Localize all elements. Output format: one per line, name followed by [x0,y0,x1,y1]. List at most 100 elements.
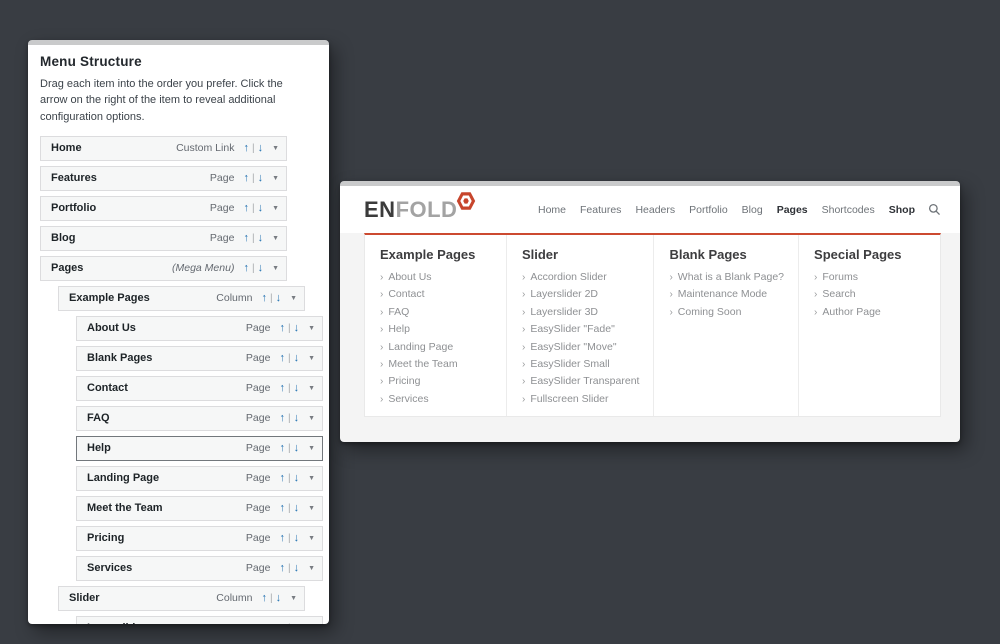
search-icon[interactable] [928,203,941,216]
move-down-icon[interactable]: ↓ [257,141,264,154]
chevron-down-icon[interactable]: ▼ [272,144,279,152]
move-up-icon[interactable]: ↑ [279,381,285,394]
move-down-icon[interactable]: ↓ [257,231,264,244]
mega-column-heading[interactable]: Slider [521,247,559,262]
move-down-icon[interactable]: ↓ [294,622,300,624]
menu-item-row[interactable]: FAQ Page ↑ | ↓ ▼ [76,405,323,431]
mega-column-heading[interactable]: Example Pages [380,247,476,262]
move-up-icon[interactable]: ↑ [279,411,285,424]
move-down-icon[interactable]: ↓ [293,471,300,484]
move-down-icon[interactable]: ↓ [293,531,300,544]
mega-menu-link[interactable]: › Search [814,286,926,303]
move-up-icon[interactable]: ↑ [243,261,249,274]
move-down-icon[interactable]: ↓ [257,261,264,274]
menu-item-row[interactable]: Contact Page ↑ | ↓ ▼ [76,375,323,401]
move-down-icon[interactable]: ↓ [257,171,264,184]
menu-item-row[interactable]: Blank Pages Page ↑ | ↓ ▼ [76,345,323,371]
chevron-down-icon[interactable]: ▼ [272,264,279,272]
nav-item-headers[interactable]: Headers [635,203,676,216]
mega-menu-link[interactable]: › Fullscreen Slider [522,391,639,408]
move-down-icon[interactable]: ↓ [293,411,300,424]
nav-item-blog[interactable]: Blog [741,203,763,216]
move-up-icon[interactable]: ↑ [279,622,285,624]
move-up-icon[interactable]: ↑ [243,201,249,214]
mega-menu-link[interactable]: › Landing Page [380,339,492,356]
chevron-down-icon[interactable]: ▼ [290,294,297,302]
nav-item-home[interactable]: Home [537,203,566,216]
mega-menu-link[interactable]: › What is a Blank Page? [669,269,784,286]
move-up-icon[interactable]: ↑ [261,291,267,304]
menu-item-row[interactable]: Pages (Mega Menu) ↑ | ↓ ▼ [40,255,287,281]
nav-item-pages[interactable]: Pages [776,203,808,216]
chevron-down-icon[interactable]: ▼ [308,384,315,392]
move-down-icon[interactable]: ↓ [257,201,264,214]
mega-menu-link[interactable]: › Help [380,321,492,338]
move-up-icon[interactable]: ↑ [279,531,285,544]
chevron-down-icon[interactable]: ▼ [308,534,315,542]
move-down-icon[interactable]: ↓ [275,591,282,604]
mega-menu-link[interactable]: › Layerslider 2D [522,286,639,303]
mega-column-heading[interactable]: Blank Pages [669,247,747,262]
mega-menu-link[interactable]: › Forums [814,269,926,286]
menu-item-row[interactable]: Example Pages Column ↑ | ↓ ▼ [58,285,305,311]
move-up-icon[interactable]: ↑ [243,171,249,184]
menu-item-row[interactable]: Portfolio Page ↑ | ↓ ▼ [40,195,287,221]
chevron-down-icon[interactable]: ▼ [272,234,279,242]
chevron-down-icon[interactable]: ▼ [308,474,315,482]
move-down-icon[interactable]: ↓ [293,351,300,364]
mega-menu-link[interactable]: › Pricing [380,373,492,390]
move-up-icon[interactable]: ↑ [279,321,285,334]
menu-item-row[interactable]: About Us Page ↑ | ↓ ▼ [76,315,323,341]
menu-item-row[interactable]: LayersliderPage↑|↓▼ [76,615,323,624]
mega-menu-link[interactable]: › Coming Soon [669,304,784,321]
mega-column-heading[interactable]: Special Pages [814,247,902,262]
mega-menu-link[interactable]: › Accordion Slider [522,269,639,286]
chevron-down-icon[interactable]: ▼ [308,564,315,572]
menu-item-row[interactable]: Landing Page Page ↑ | ↓ ▼ [76,465,323,491]
menu-item-row[interactable]: Meet the Team Page ↑ | ↓ ▼ [76,495,323,521]
mega-menu-link[interactable]: › Layerslider 3D [522,304,639,321]
menu-item-row[interactable]: Features Page ↑ | ↓ ▼ [40,165,287,191]
move-down-icon[interactable]: ↓ [293,441,300,454]
move-up-icon[interactable]: ↑ [279,471,285,484]
mega-menu-link[interactable]: › Maintenance Mode [669,286,784,303]
move-down-icon[interactable]: ↓ [293,321,300,334]
chevron-down-icon[interactable]: ▼ [290,594,297,602]
nav-item-portfolio[interactable]: Portfolio [689,203,728,216]
nav-item-shortcodes[interactable]: Shortcodes [821,203,875,216]
menu-item-row[interactable]: Slider Column ↑ | ↓ ▼ [58,585,305,611]
nav-item-features[interactable]: Features [580,203,622,216]
chevron-down-icon[interactable]: ▼ [308,324,315,332]
chevron-down-icon[interactable]: ▼ [308,444,315,452]
move-up-icon[interactable]: ↑ [279,441,285,454]
chevron-down-icon[interactable]: ▼ [308,354,315,362]
nav-item-shop[interactable]: Shop [888,203,915,216]
menu-item-row[interactable]: Home Custom Link ↑ | ↓ ▼ [40,135,287,161]
mega-menu-link[interactable]: › EasySlider "Fade" [522,321,639,338]
mega-menu-link[interactable]: › EasySlider Transparent [522,373,639,390]
mega-menu-link[interactable]: › About Us [380,269,492,286]
mega-menu-link[interactable]: › Meet the Team [380,356,492,373]
move-down-icon[interactable]: ↓ [293,381,300,394]
menu-item-row[interactable]: Help Page ↑ | ↓ ▼ [76,435,323,461]
chevron-down-icon[interactable]: ▼ [308,414,315,422]
mega-menu-link[interactable]: › FAQ [380,304,492,321]
chevron-down-icon[interactable]: ▼ [308,504,315,512]
mega-menu-link[interactable]: › Services [380,391,492,408]
move-up-icon[interactable]: ↑ [261,591,267,604]
move-down-icon[interactable]: ↓ [293,561,300,574]
chevron-down-icon[interactable]: ▼ [272,204,279,212]
move-up-icon[interactable]: ↑ [279,351,285,364]
menu-item-row[interactable]: Services Page ↑ | ↓ ▼ [76,555,323,581]
mega-menu-link[interactable]: › Contact [380,286,492,303]
mega-menu-link[interactable]: › EasySlider "Move" [522,339,639,356]
move-up-icon[interactable]: ↑ [243,231,249,244]
move-up-icon[interactable]: ↑ [243,141,249,154]
menu-item-row[interactable]: Blog Page ↑ | ↓ ▼ [40,225,287,251]
menu-item-row[interactable]: Pricing Page ↑ | ↓ ▼ [76,525,323,551]
chevron-down-icon[interactable]: ▼ [272,174,279,182]
site-logo[interactable]: EN FOLD [364,191,476,223]
move-down-icon[interactable]: ↓ [275,291,282,304]
move-down-icon[interactable]: ↓ [293,501,300,514]
move-up-icon[interactable]: ↑ [279,561,285,574]
